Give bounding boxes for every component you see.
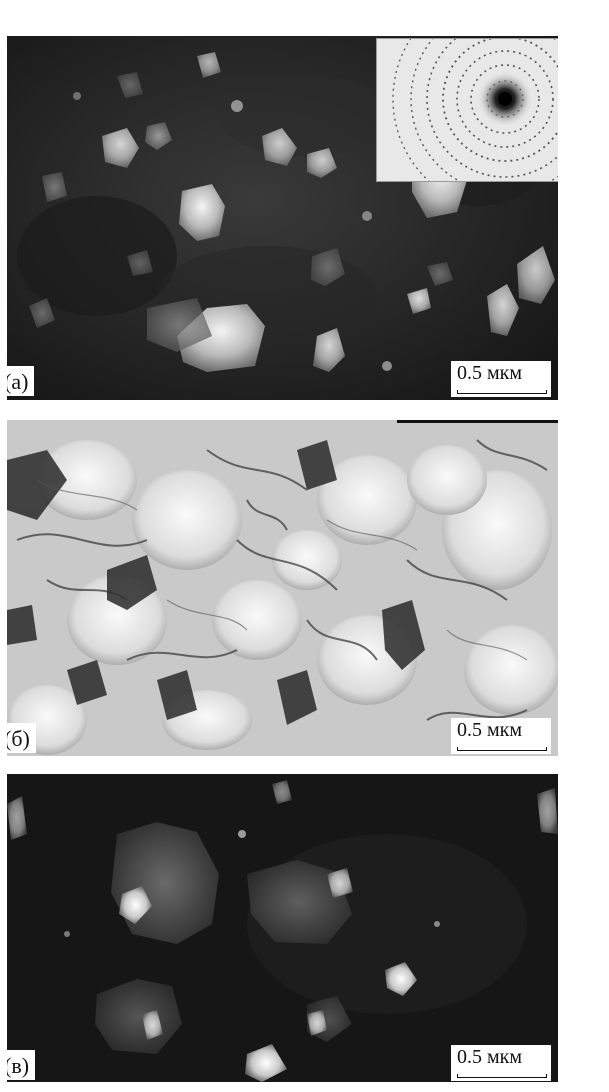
scale-bar-label-a: 0.5 мкм [457, 362, 523, 384]
panel-label-c: (в) [7, 1050, 36, 1080]
scale-bar-a: 0.5 мкм [451, 361, 551, 397]
micrograph-c-image [7, 774, 558, 1082]
micrograph-panel-a: (а) 0.5 мкм [7, 36, 558, 400]
micrograph-b-image [7, 420, 558, 756]
scale-bar-line-c [457, 1074, 547, 1078]
scale-bar-c: 0.5 мкм [451, 1045, 551, 1081]
scale-bar-label-b: 0.5 мкм [457, 719, 523, 741]
panel-label-b: (б) [7, 723, 36, 753]
diffraction-rings [377, 39, 558, 181]
scale-bar-line-a [457, 390, 547, 394]
micrograph-panel-b: (б) 0.5 мкм [7, 420, 558, 756]
panel-label-a: (а) [7, 366, 35, 396]
scale-bar-label-c: 0.5 мкм [457, 1046, 523, 1068]
scale-bar-b: 0.5 мкм [451, 718, 551, 754]
diffraction-pattern-inset [376, 38, 558, 182]
scale-bar-line-b [457, 747, 547, 751]
micrograph-panel-c: (в) 0.5 мкм [7, 774, 558, 1082]
